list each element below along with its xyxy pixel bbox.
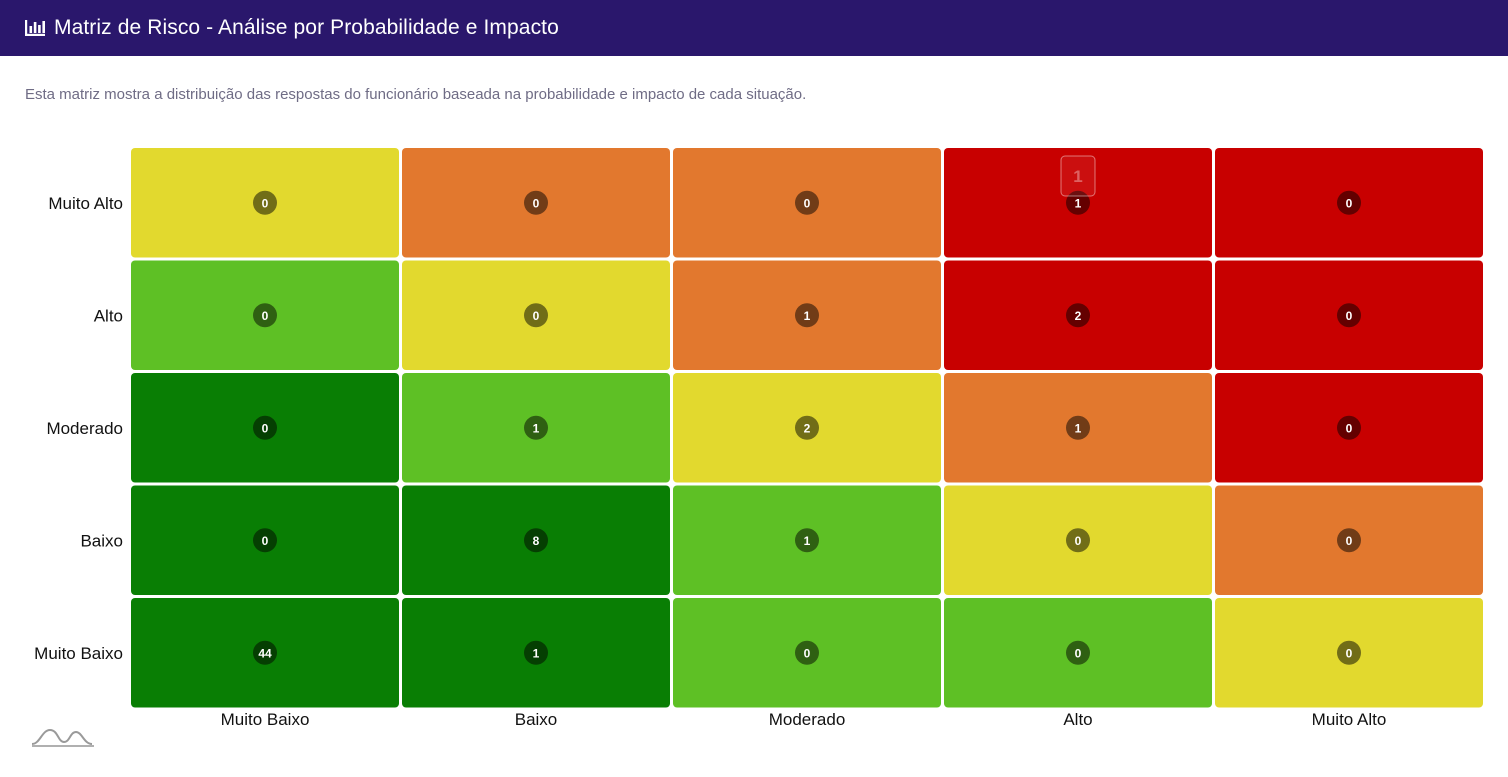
page-header: Matriz de Risco - Análise por Probabilid… — [0, 0, 1508, 56]
matrix-cell[interactable]: 0 — [673, 598, 941, 708]
cell-hover-tooltip: 1 — [1060, 155, 1096, 197]
cell-count-label: 1 — [804, 534, 811, 548]
x-tick-label: Muito Alto — [1312, 710, 1387, 729]
matrix-cell[interactable]: 1 — [944, 373, 1212, 483]
cell-count-label: 0 — [533, 309, 540, 323]
cell-count-label: 0 — [1346, 196, 1353, 210]
matrix-cell[interactable]: 0 — [131, 485, 399, 596]
cell-count-label: 1 — [804, 309, 811, 323]
cell-count-label: 0 — [1075, 646, 1082, 660]
cell-count-badge — [524, 303, 548, 328]
cell-count-badge — [1337, 415, 1361, 440]
wave-logo-icon — [31, 728, 94, 747]
cell-count-badge — [795, 640, 819, 665]
page-title: Matriz de Risco - Análise por Probabilid… — [54, 16, 559, 39]
cell-count-badge — [1337, 190, 1361, 215]
matrix-cell[interactable]: 2 — [673, 373, 941, 483]
tooltip-value: 1 — [1073, 167, 1082, 186]
cell-count-badge — [253, 415, 277, 440]
matrix-cell[interactable]: 2 — [944, 260, 1212, 371]
matrix-cell[interactable]: 0 — [944, 598, 1212, 708]
y-tick-label: Alto — [94, 306, 123, 325]
matrix-cell[interactable]: 1 — [673, 260, 941, 371]
cell-count-badge — [253, 303, 277, 328]
matrix-cell[interactable]: 0 — [1215, 485, 1483, 596]
matrix-cell[interactable]: 0 — [1215, 148, 1483, 258]
cell-count-label: 0 — [1075, 534, 1082, 548]
cell-count-badge — [1066, 303, 1090, 328]
cell-count-label: 1 — [533, 646, 540, 660]
matrix-cell[interactable]: 0 — [944, 485, 1212, 596]
matrix-cell[interactable]: 1 — [673, 485, 941, 596]
cell-count-label: 0 — [262, 534, 269, 548]
matrix-cell[interactable]: 0 — [402, 148, 670, 258]
cell-count-badge — [524, 528, 548, 553]
x-tick-label: Muito Baixo — [221, 710, 310, 729]
cell-count-label: 0 — [804, 646, 811, 660]
cell-count-label: 0 — [1346, 421, 1353, 435]
cell-count-badge — [795, 415, 819, 440]
cell-count-badge — [795, 190, 819, 215]
cell-count-label: 0 — [533, 196, 540, 210]
cell-count-badge — [253, 190, 277, 215]
cell-count-label: 0 — [262, 309, 269, 323]
cell-count-label: 2 — [804, 421, 811, 435]
cell-count-label: 0 — [1346, 309, 1353, 323]
cell-count-badge — [1066, 528, 1090, 553]
cell-count-label: 2 — [1075, 309, 1082, 323]
y-tick-label: Moderado — [46, 419, 123, 438]
cell-count-badge — [1066, 190, 1090, 215]
cell-count-label: 0 — [262, 421, 269, 435]
cell-count-badge — [524, 640, 548, 665]
cell-count-label: 0 — [1346, 646, 1353, 660]
x-tick-label: Moderado — [769, 710, 846, 729]
matrix-cell[interactable]: 1 — [402, 598, 670, 708]
matrix-cell[interactable]: 0 — [402, 260, 670, 371]
y-tick-label: Muito Baixo — [34, 644, 123, 663]
cell-count-label: 0 — [804, 196, 811, 210]
matrix-cell[interactable]: 44 — [131, 598, 399, 708]
matrix-cell[interactable]: 0 — [673, 148, 941, 258]
cell-count-badge — [524, 190, 548, 215]
cell-count-label: 1 — [1075, 421, 1082, 435]
cell-count-badge — [253, 528, 277, 553]
matrix-cell[interactable]: 1 — [944, 148, 1212, 258]
cell-count-badge — [795, 528, 819, 553]
cell-count-label: 0 — [1346, 534, 1353, 548]
cell-count-badge — [795, 303, 819, 328]
matrix-description: Esta matriz mostra a distribuição das re… — [25, 86, 807, 103]
cell-count-badge — [1066, 640, 1090, 665]
bar-chart-icon — [25, 20, 45, 36]
cell-count-badge — [1337, 303, 1361, 328]
cell-count-label: 8 — [533, 534, 540, 548]
cell-count-label: 1 — [533, 421, 540, 435]
y-tick-label: Muito Alto — [48, 194, 123, 213]
matrix-cell[interactable]: 0 — [1215, 260, 1483, 371]
cell-count-badge — [1337, 640, 1361, 665]
matrix-cell[interactable]: 0 — [1215, 373, 1483, 483]
cell-count-badge — [1337, 528, 1361, 553]
cell-count-label: 44 — [258, 646, 272, 660]
y-tick-label: Baixo — [80, 531, 123, 550]
cell-count-badge — [1066, 415, 1090, 440]
matrix-cell[interactable]: 1 — [402, 373, 670, 483]
cell-count-badge — [253, 640, 277, 665]
cell-count-badge — [524, 415, 548, 440]
matrix-cell[interactable]: 0 — [1215, 598, 1483, 708]
x-tick-label: Alto — [1063, 710, 1092, 729]
cell-count-label: 1 — [1075, 196, 1082, 210]
matrix-cell[interactable]: 0 — [131, 373, 399, 483]
matrix-cell[interactable]: 0 — [131, 148, 399, 258]
x-tick-label: Baixo — [515, 710, 558, 729]
cell-count-label: 0 — [262, 196, 269, 210]
matrix-cell[interactable]: 8 — [402, 485, 670, 596]
matrix-cell[interactable]: 0 — [131, 260, 399, 371]
